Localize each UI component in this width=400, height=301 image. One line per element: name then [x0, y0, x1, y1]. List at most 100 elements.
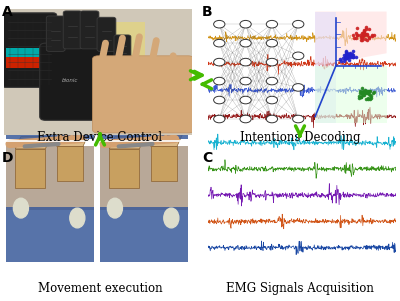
Point [353, 54, 360, 59]
Point [359, 92, 365, 97]
Point [350, 53, 357, 58]
Point [348, 53, 354, 58]
Circle shape [266, 20, 278, 28]
Text: C: C [202, 150, 212, 165]
Point [359, 30, 366, 35]
Circle shape [266, 39, 278, 47]
Circle shape [293, 115, 304, 123]
Point [362, 89, 369, 94]
Circle shape [293, 84, 304, 91]
Text: Movement execution: Movement execution [38, 282, 162, 295]
Point [361, 33, 367, 37]
Point [363, 25, 370, 29]
Point [346, 57, 352, 62]
Point [358, 95, 364, 100]
Point [356, 91, 363, 96]
Bar [89, 22, 145, 98]
Polygon shape [151, 134, 183, 146]
Point [359, 91, 366, 95]
Circle shape [164, 85, 179, 104]
Point [359, 38, 365, 43]
FancyBboxPatch shape [97, 17, 116, 51]
Point [359, 92, 366, 97]
FancyBboxPatch shape [46, 16, 65, 51]
Point [360, 90, 367, 95]
Text: B: B [202, 5, 213, 19]
Polygon shape [315, 66, 386, 123]
Polygon shape [57, 11, 89, 23]
Point [357, 35, 364, 39]
Point [360, 93, 367, 98]
Point [361, 28, 367, 33]
Point [358, 89, 364, 94]
Point [364, 97, 371, 101]
Polygon shape [109, 13, 145, 26]
Point [360, 31, 366, 36]
Point [345, 53, 352, 57]
Point [342, 53, 349, 57]
Circle shape [266, 115, 278, 123]
Point [362, 89, 368, 94]
Point [366, 92, 372, 97]
Circle shape [214, 39, 225, 47]
Point [343, 52, 350, 57]
Circle shape [70, 208, 85, 228]
Point [367, 97, 373, 102]
Circle shape [293, 20, 304, 28]
FancyBboxPatch shape [151, 23, 177, 57]
Point [356, 89, 363, 94]
Point [350, 32, 356, 37]
Circle shape [266, 77, 278, 85]
Bar [6, 48, 55, 57]
Point [361, 27, 367, 32]
Point [340, 55, 346, 60]
Point [343, 56, 349, 61]
Point [347, 52, 353, 57]
Point [350, 55, 356, 60]
Point [359, 33, 365, 38]
Circle shape [240, 96, 251, 104]
Point [350, 55, 356, 60]
FancyBboxPatch shape [57, 146, 83, 181]
Bar [6, 57, 55, 68]
Bar [6, 146, 94, 210]
Point [341, 53, 348, 57]
Point [363, 26, 369, 31]
FancyBboxPatch shape [57, 23, 83, 57]
Circle shape [293, 52, 304, 60]
Point [361, 29, 367, 34]
Point [370, 32, 377, 37]
Circle shape [70, 85, 85, 104]
Point [362, 88, 368, 93]
Point [360, 34, 366, 39]
Circle shape [214, 77, 225, 85]
Point [358, 95, 365, 100]
FancyBboxPatch shape [15, 149, 45, 188]
Point [343, 54, 350, 59]
Text: Intentions Decoding: Intentions Decoding [240, 132, 360, 144]
Circle shape [13, 198, 28, 218]
Point [343, 49, 349, 54]
Point [342, 54, 348, 59]
Circle shape [107, 75, 122, 95]
Point [344, 51, 350, 55]
Circle shape [240, 77, 251, 85]
Point [359, 85, 365, 90]
Point [352, 30, 359, 35]
Point [346, 51, 352, 56]
Point [340, 58, 347, 63]
FancyBboxPatch shape [63, 11, 82, 49]
Point [363, 97, 369, 101]
Circle shape [240, 115, 251, 123]
Point [365, 91, 371, 96]
Point [347, 51, 353, 55]
Bar [6, 207, 94, 262]
Point [358, 38, 364, 42]
Point [366, 34, 372, 39]
FancyBboxPatch shape [80, 11, 99, 49]
Circle shape [214, 115, 225, 123]
Circle shape [266, 96, 278, 104]
Text: bionic: bionic [62, 78, 78, 83]
Point [364, 31, 370, 36]
FancyBboxPatch shape [109, 149, 139, 188]
